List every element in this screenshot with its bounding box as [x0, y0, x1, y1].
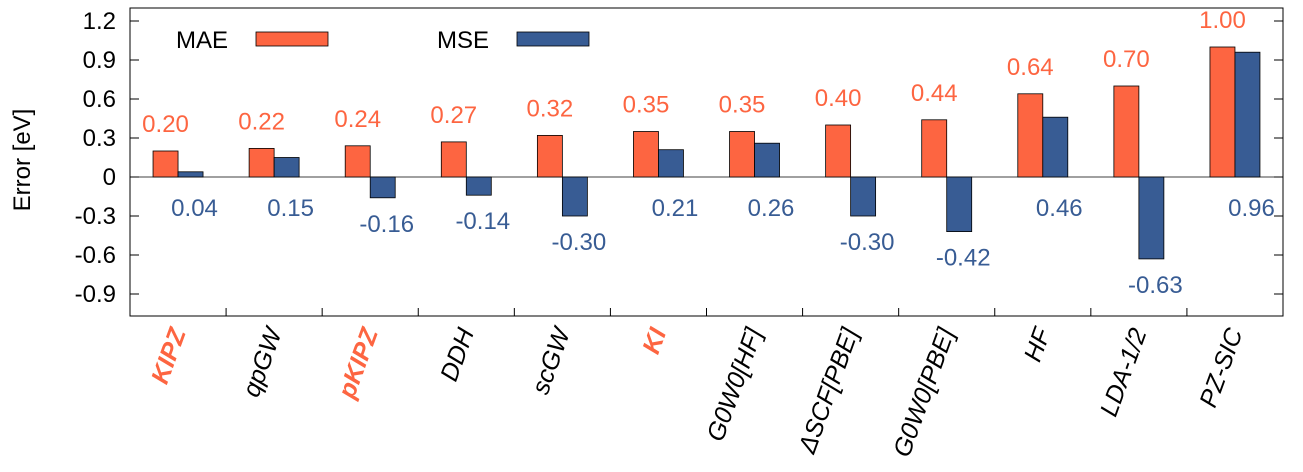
mse-value-label: 0.96 [1228, 195, 1275, 222]
category-label: PZ-SIC [1194, 324, 1249, 411]
mae-bar [1113, 85, 1140, 178]
mae-bar [344, 145, 371, 178]
category-label: HF [1019, 323, 1057, 366]
mse-bar [177, 171, 204, 178]
mae-value-label: 0.32 [527, 95, 574, 122]
y-tick-label: -0.9 [75, 281, 116, 308]
category-label: KI [637, 323, 672, 357]
category-label: qpGW [237, 322, 288, 400]
mse-bar [754, 142, 780, 178]
data-labels: 0.20 0.04 0.22 0.15 0.24 -0.16 0.27 -0.14 0.32 -0… [142, 7, 1275, 299]
legend-label-mae: MAE [176, 27, 228, 54]
mae-bar [440, 141, 467, 178]
category-label: DDH [435, 324, 480, 385]
mae-bar [729, 131, 755, 178]
category-labels: KIPZ qpGW pKIPZ DDH scGW KI G0W0[HF] ΔSCF[PBE] G… [146, 322, 1249, 460]
mae-value-label: 0.70 [1103, 46, 1150, 73]
mae-value-label: 0.40 [815, 85, 862, 112]
category-label: G0W0[PBE] [888, 323, 961, 460]
mse-value-label: -0.30 [552, 229, 607, 256]
mse-bar [273, 157, 300, 178]
mse-bar [561, 176, 588, 217]
bars [152, 46, 1261, 260]
category-label: scGW [526, 322, 576, 398]
mse-value-label: 0.15 [267, 195, 314, 222]
y-tick-label: 0.9 [83, 47, 116, 74]
mae-bar [536, 134, 563, 178]
mae-bar [921, 119, 948, 178]
mae-bar [248, 147, 275, 178]
category-label: ΔSCF[PBE] [793, 323, 865, 457]
mse-bar [1138, 176, 1165, 260]
mse-value-label: -0.16 [359, 211, 414, 238]
y-tick-label: 0.6 [83, 86, 116, 113]
mae-value-label: 0.44 [911, 80, 958, 107]
mse-bar [850, 176, 877, 217]
mae-bar [633, 131, 659, 178]
mse-value-label: 0.26 [748, 195, 795, 222]
mse-value-label: -0.14 [455, 208, 510, 235]
mse-value-label: 0.21 [652, 195, 699, 222]
y-tick-label: 0 [103, 164, 116, 191]
mse-bar [1234, 51, 1261, 178]
legend-label-mse: MSE [437, 27, 489, 54]
mae-bar [152, 150, 179, 178]
mae-value-label: 0.27 [430, 102, 477, 129]
mse-bar [465, 176, 492, 196]
chart-axes: 1.2 0.9 0.6 0.3 0 -0.3 -0.6 -0.9 [75, 7, 1284, 317]
mae-value-label: 0.35 [623, 92, 670, 119]
mae-bar [1017, 93, 1044, 178]
category-label: pKIPZ [332, 323, 384, 403]
category-label: G0W0[HF] [701, 323, 768, 445]
mae-bar [1209, 46, 1236, 178]
y-axis-label: Error [eV] [9, 109, 36, 212]
y-tick-label: -0.6 [75, 242, 116, 269]
mse-value-label: 0.04 [171, 195, 218, 222]
y-tick-label: 1.2 [83, 8, 116, 35]
y-tick-label: 0.3 [83, 125, 116, 152]
mse-value-label: -0.63 [1128, 272, 1183, 299]
category-label: KIPZ [146, 323, 192, 388]
mse-bar [369, 176, 396, 199]
mse-value-label: -0.42 [936, 245, 991, 272]
legend-swatch-mae [255, 31, 329, 47]
y-tick-label: -0.3 [75, 203, 116, 230]
mse-bar [1042, 116, 1069, 178]
mse-value-label: 0.46 [1036, 195, 1083, 222]
mae-value-label: 1.00 [1199, 7, 1246, 34]
y-axis-label-group: Error [eV] [9, 109, 36, 212]
category-label: LDA-1/2 [1095, 324, 1153, 420]
mse-bar [658, 149, 684, 178]
mae-value-label: 0.20 [142, 111, 189, 138]
mae-value-label: 0.22 [238, 108, 285, 135]
mae-value-label: 0.35 [719, 92, 766, 119]
mae-value-label: 0.24 [334, 106, 381, 133]
mae-bar [825, 124, 852, 178]
mse-bar [946, 176, 973, 232]
legend: MAE MSE [176, 27, 590, 54]
mae-value-label: 0.64 [1007, 54, 1054, 81]
legend-swatch-mse [516, 31, 590, 47]
mse-value-label: -0.30 [840, 229, 895, 256]
